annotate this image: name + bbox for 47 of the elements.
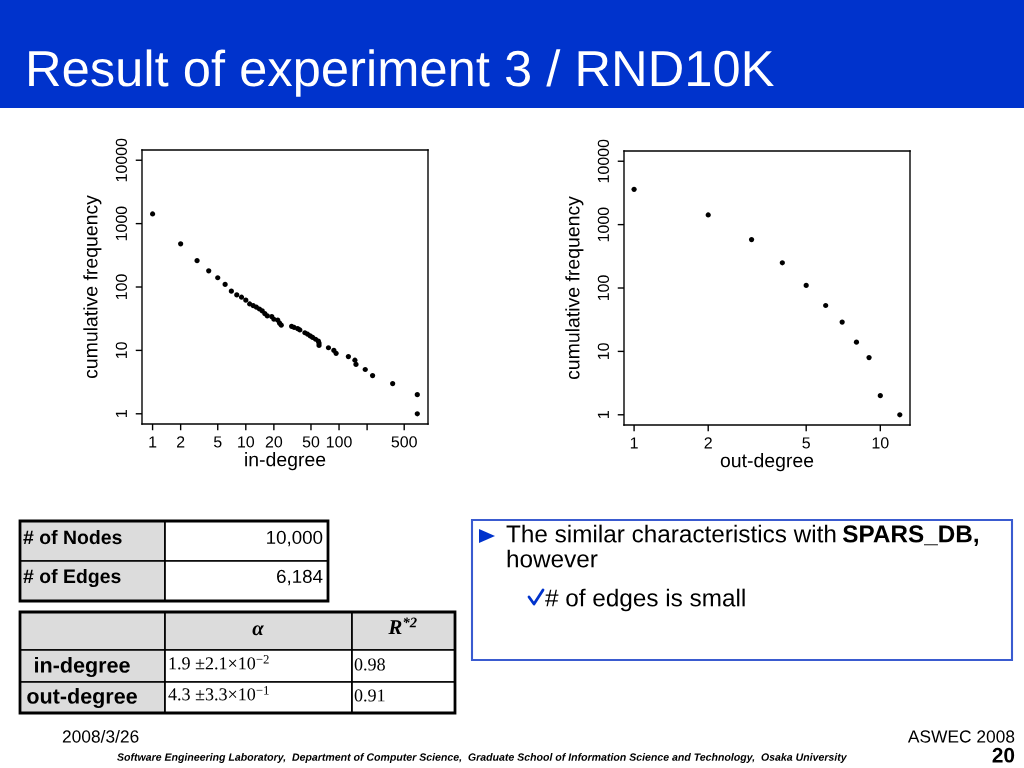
text: 6,184 xyxy=(277,569,323,586)
text: out-degree xyxy=(27,687,137,709)
x-tick-label: 1 xyxy=(630,437,638,449)
text: Software Engineering Laboratory, Department of Computer Science, Graduate School of Information Science and Technology, Osaka University xyxy=(117,753,848,763)
text: however xyxy=(507,549,598,568)
y-tick-label: 1 xyxy=(115,410,127,418)
text: SPARS_DB, xyxy=(842,525,978,547)
text: ASWEC 2008 xyxy=(907,730,1015,743)
y-tick-label: 10000 xyxy=(115,138,128,182)
y-tick-label: 10 xyxy=(597,343,610,360)
text: 0.91 xyxy=(354,689,385,702)
y-tick-label: 1000 xyxy=(115,206,128,241)
x-tick-label: 20 xyxy=(265,436,283,448)
text: α xyxy=(252,625,265,636)
x-tick-label: 1 xyxy=(149,436,157,448)
y-axis-title: cumulative frequency xyxy=(565,196,584,380)
x-tick-label: 5 xyxy=(213,436,222,448)
text: # of Nodes xyxy=(23,529,122,545)
text: # of Edges xyxy=(23,568,121,588)
y-axis-title: cumulative frequency xyxy=(83,195,102,379)
x-tick-label: 5 xyxy=(802,437,810,449)
y-tick-label: 100 xyxy=(597,275,610,301)
x-tick-label: 2 xyxy=(177,436,185,448)
text: Result of experiment 3 / RND10K xyxy=(29,49,774,97)
y-tick-label: 10000 xyxy=(597,139,610,183)
text: 0.98 xyxy=(354,658,385,671)
y-tick-label: 1 xyxy=(597,411,609,419)
text: 1.9 ±2.1×10$^{−2}$ xyxy=(169,655,269,670)
text: 2008/3/26 xyxy=(62,729,139,743)
x-axis-title: out-degree xyxy=(720,453,814,472)
x-tick-label: 10 xyxy=(238,436,255,448)
y-tick-label: 100 xyxy=(115,274,128,300)
x-tick-label: 100 xyxy=(326,436,352,448)
y-tick-label: 1000 xyxy=(597,207,610,242)
x-tick-label: 10 xyxy=(872,437,889,449)
text: 10,000 xyxy=(267,530,323,547)
text: in-degree xyxy=(35,656,130,678)
x-tick-label: 50 xyxy=(302,436,320,448)
text: 20 xyxy=(992,747,1015,763)
x-axis-title: in-degree xyxy=(245,452,326,471)
x-tick-label: 2 xyxy=(704,437,712,449)
text: The similar characteristics with xyxy=(506,524,836,543)
text: 4.3 ±3.3×10$^{−1}$ xyxy=(168,686,269,701)
x-tick-label: 500 xyxy=(391,436,417,448)
text: # of edges is small xyxy=(545,588,745,612)
text: R$^{*2}$ xyxy=(388,617,417,634)
y-tick-label: 10 xyxy=(115,342,128,359)
